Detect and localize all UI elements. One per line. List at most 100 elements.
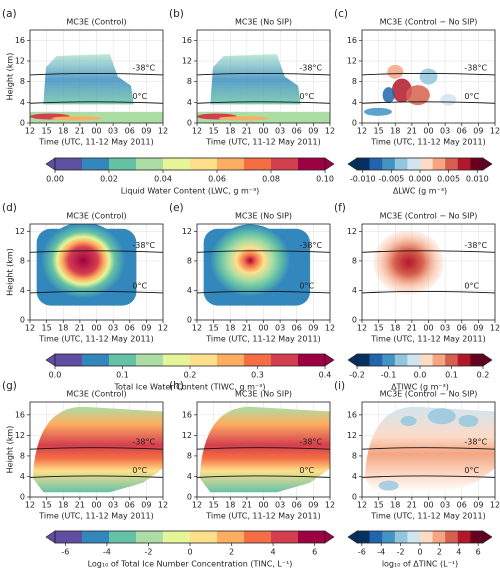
isotherm-label: 0°C — [299, 92, 314, 101]
y-tick-label: 16 — [347, 410, 357, 419]
x-tick-label: 12 — [325, 501, 335, 510]
x-tick-label: 06 — [125, 324, 135, 333]
colorbar-band — [382, 531, 396, 543]
colorbar-extend — [324, 530, 335, 544]
x-tick-label: 21 — [75, 127, 85, 136]
y-tick-label: 8 — [20, 77, 25, 86]
x-tick-label: 00 — [91, 501, 101, 510]
colorbar-extend — [45, 157, 56, 171]
isotherm-label: -38°C — [132, 438, 155, 447]
x-tick-label: 09 — [141, 501, 151, 510]
colorbar-band — [271, 158, 299, 170]
x-tick-label: 03 — [275, 127, 285, 136]
x-tick-label: 21 — [242, 501, 252, 510]
lwc-field — [218, 116, 269, 121]
colorbar-band — [432, 158, 446, 170]
panel-title: MC3E (Control) — [66, 390, 126, 399]
field — [30, 54, 163, 123]
colorbar-tick-label: 0.04 — [154, 175, 172, 184]
dtinc-field — [378, 480, 399, 491]
panel-title: MC3E (Control − No SIP) — [380, 18, 478, 27]
x-tick-label: 21 — [75, 501, 85, 510]
x-tick-label: 06 — [292, 127, 302, 136]
colorbar-band — [298, 354, 326, 366]
x-tick-label: 12 — [25, 501, 35, 510]
x-tick-label: 12 — [357, 324, 367, 333]
panel-label: (e) — [169, 202, 184, 214]
x-tick-label: 00 — [91, 324, 101, 333]
x-tick-label: 09 — [308, 324, 318, 333]
x-tick-label: 12 — [490, 127, 500, 136]
y-axis-label: Height (km) — [6, 426, 15, 474]
y-tick-label: 4 — [20, 472, 25, 481]
x-tick-label: 18 — [225, 127, 235, 136]
lwc-field — [210, 54, 301, 105]
x-tick-label: 03 — [440, 127, 450, 136]
panel-title: MC3E (Control − No SIP) — [380, 212, 478, 221]
y-tick-label: 8 — [20, 256, 25, 265]
y-tick-label: 12 — [182, 431, 192, 440]
y-tick-label: 8 — [187, 451, 192, 460]
colorbar-band — [369, 531, 383, 543]
colorbar-band — [271, 354, 299, 366]
colorbar-label: Log₁₀ of Total Ice Number Concentration … — [88, 560, 293, 569]
colorbar-extend — [347, 353, 358, 367]
isotherm — [361, 475, 496, 478]
colorbar-band — [432, 354, 446, 366]
panel-label: (i) — [334, 380, 345, 392]
x-tick-label: 00 — [258, 501, 268, 510]
isotherm — [196, 101, 331, 104]
colorbar-band — [407, 531, 421, 543]
colorbar-band — [457, 354, 471, 366]
panel-label: (g) — [2, 380, 17, 392]
colorbar-band — [420, 354, 433, 366]
y-tick-label: 12 — [347, 227, 357, 236]
field — [363, 64, 457, 116]
colorbar-band — [163, 158, 191, 170]
isotherm-label: -38°C — [299, 63, 322, 72]
x-tick-label: 12 — [192, 324, 202, 333]
isotherm-label: -38°C — [464, 241, 487, 250]
panel-title: MC3E (No SIP) — [235, 390, 292, 399]
colorbar-band — [432, 531, 446, 543]
colorbar-band — [55, 531, 83, 543]
panel-title: MC3E (No SIP) — [235, 18, 292, 27]
x-tick-label: 09 — [308, 501, 318, 510]
colorbar-tick-label: -2 — [397, 548, 405, 557]
colorbar-tick-label: 2 — [437, 548, 442, 557]
colorbar-band — [407, 158, 421, 170]
colorbar-band — [298, 158, 326, 170]
y-tick-label: 16 — [347, 36, 357, 45]
dlwc-field — [440, 93, 457, 106]
x-axis-label: Time (UTC, 11-12 May 2011) — [205, 335, 321, 344]
isotherm-label: 0°C — [299, 281, 314, 290]
colorbar-band — [82, 531, 110, 543]
x-tick-label: 18 — [390, 127, 400, 136]
colorbar-tick-label: -2 — [144, 548, 152, 557]
colorbar-band — [420, 158, 433, 170]
x-tick-label: 15 — [374, 127, 384, 136]
y-tick-label: 4 — [20, 98, 25, 107]
dtinc-field — [364, 406, 495, 493]
x-tick-label: 03 — [440, 501, 450, 510]
colorbar-band — [298, 531, 326, 543]
lwc-field — [43, 54, 134, 105]
x-tick-label: 12 — [192, 501, 202, 510]
lwc-field — [51, 116, 102, 121]
colorbar-band — [217, 158, 245, 170]
colorbar-band — [445, 531, 459, 543]
colorbar-band — [109, 354, 137, 366]
y-tick-label: 4 — [352, 98, 357, 107]
colorbar-label: Liquid Water Content (LWC, g m⁻³) — [121, 187, 260, 196]
x-tick-label: 03 — [108, 127, 118, 136]
colorbar-band — [407, 354, 421, 366]
y-tick-label: 12 — [15, 57, 25, 66]
colorbar-tick-label: 0.010 — [466, 175, 489, 184]
isotherm-label: 0°C — [464, 281, 479, 290]
colorbar-tick-label: 6 — [476, 548, 481, 557]
x-tick-label: 18 — [58, 324, 68, 333]
x-tick-label: 09 — [473, 324, 483, 333]
x-tick-label: 12 — [490, 501, 500, 510]
colorbar-band — [136, 354, 164, 366]
